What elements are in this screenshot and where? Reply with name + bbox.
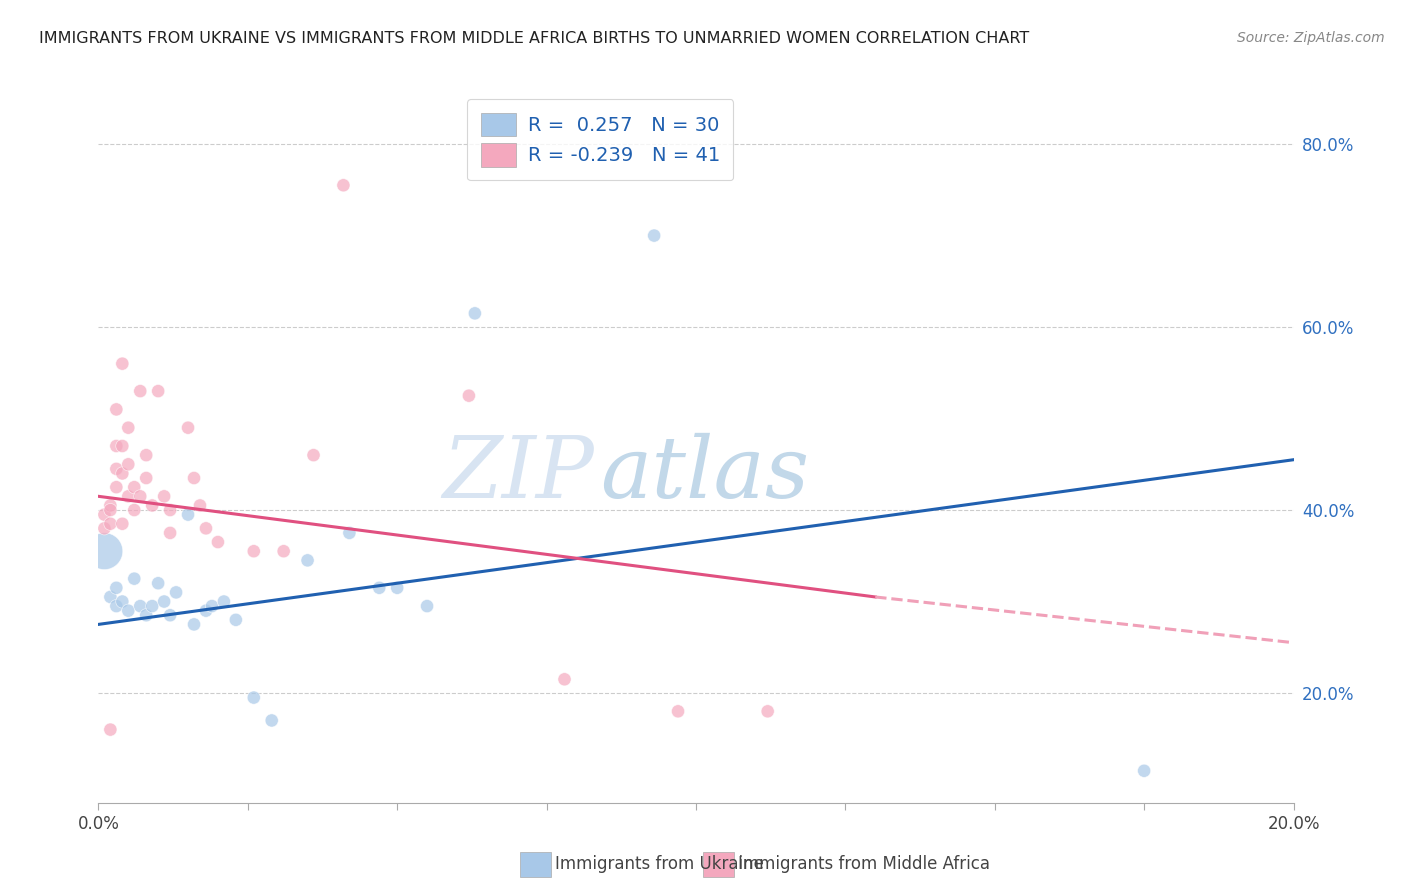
Point (243, 544, 266, 558)
Point (105, 439, 128, 453)
Point (100, 516, 122, 531)
Point (111, 467, 134, 481)
Point (243, 690, 266, 705)
Text: ZIP: ZIP (443, 434, 595, 516)
Point (416, 599, 439, 613)
FancyBboxPatch shape (703, 852, 734, 877)
Point (165, 585, 187, 599)
Point (100, 499, 122, 513)
Point (93, 521, 115, 535)
Point (117, 489, 139, 503)
Point (339, 525, 360, 540)
Point (260, 714, 283, 728)
Point (183, 471, 205, 485)
Point (124, 503, 146, 517)
Point (212, 594, 235, 608)
Point (93, 508, 115, 522)
Point (105, 480, 128, 494)
Point (111, 357, 134, 371)
Point (124, 480, 146, 494)
Point (643, 228, 665, 243)
Point (756, 704, 779, 718)
Point (153, 594, 176, 608)
Point (105, 599, 128, 613)
Point (105, 402, 128, 417)
Point (100, 503, 122, 517)
Point (554, 673, 576, 687)
Point (117, 420, 139, 434)
Point (273, 544, 295, 558)
Point (111, 516, 134, 531)
Point (207, 535, 229, 549)
Point (385, 581, 409, 595)
FancyBboxPatch shape (520, 852, 551, 877)
Point (129, 599, 152, 613)
Point (117, 458, 139, 472)
Point (129, 489, 152, 503)
Point (297, 553, 319, 567)
Point (129, 384, 152, 398)
Point (135, 471, 157, 485)
Point (183, 617, 205, 632)
Point (135, 448, 157, 462)
Point (464, 306, 486, 320)
Point (148, 576, 170, 591)
Text: IMMIGRANTS FROM UKRAINE VS IMMIGRANTS FROM MIDDLE AFRICA BIRTHS TO UNMARRIED WOM: IMMIGRANTS FROM UKRAINE VS IMMIGRANTS FR… (39, 31, 1029, 46)
Point (332, 178, 354, 193)
Point (302, 448, 325, 462)
Point (93, 544, 115, 558)
Point (368, 581, 391, 595)
Point (117, 604, 139, 618)
Legend: R =  0.257   N = 30, R = -0.239   N = 41: R = 0.257 N = 30, R = -0.239 N = 41 (467, 99, 734, 180)
Point (100, 590, 122, 604)
Point (111, 439, 134, 453)
Point (201, 599, 224, 613)
Point (111, 594, 134, 608)
Point (141, 499, 163, 513)
Point (148, 384, 170, 398)
Point (195, 521, 218, 535)
Point (177, 420, 200, 434)
Point (153, 489, 176, 503)
Point (141, 599, 163, 613)
Point (666, 704, 689, 718)
Point (159, 525, 181, 540)
Text: atlas: atlas (600, 434, 810, 516)
Point (458, 389, 481, 403)
Y-axis label: Births to Unmarried Women: Births to Unmarried Women (0, 330, 8, 562)
Point (195, 604, 218, 618)
Text: Immigrants from Middle Africa: Immigrants from Middle Africa (738, 855, 990, 873)
Text: Immigrants from Ukraine: Immigrants from Ukraine (555, 855, 765, 873)
Point (1133, 764, 1156, 778)
Point (177, 508, 200, 522)
Point (105, 462, 128, 476)
Text: Source: ZipAtlas.com: Source: ZipAtlas.com (1237, 31, 1385, 45)
Point (135, 608, 157, 623)
Point (105, 581, 128, 595)
Point (225, 613, 247, 627)
Point (100, 723, 122, 737)
Point (124, 572, 146, 586)
Point (159, 503, 181, 517)
Point (159, 608, 181, 623)
Point (188, 499, 211, 513)
